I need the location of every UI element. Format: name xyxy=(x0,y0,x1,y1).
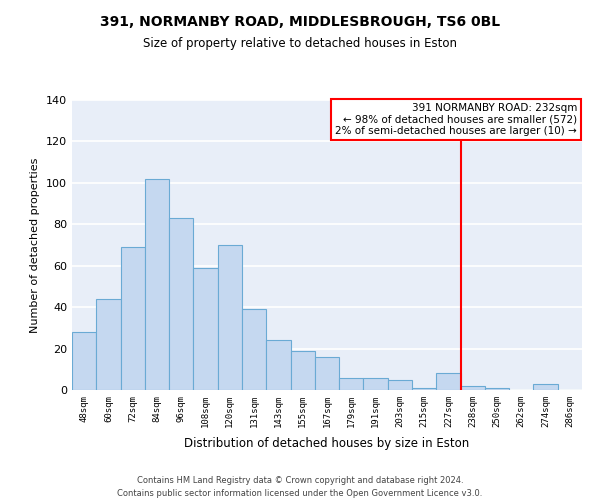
Bar xyxy=(412,388,436,390)
Bar xyxy=(242,309,266,390)
Bar xyxy=(339,378,364,390)
Bar xyxy=(436,374,461,390)
Bar xyxy=(72,332,96,390)
Bar xyxy=(461,386,485,390)
Text: Contains HM Land Registry data © Crown copyright and database right 2024.: Contains HM Land Registry data © Crown c… xyxy=(137,476,463,485)
Bar xyxy=(315,357,339,390)
Text: 391 NORMANBY ROAD: 232sqm
← 98% of detached houses are smaller (572)
2% of semi-: 391 NORMANBY ROAD: 232sqm ← 98% of detac… xyxy=(335,103,577,136)
Bar xyxy=(290,350,315,390)
Bar xyxy=(218,245,242,390)
Bar xyxy=(364,378,388,390)
Text: Contains public sector information licensed under the Open Government Licence v3: Contains public sector information licen… xyxy=(118,488,482,498)
Bar xyxy=(169,218,193,390)
Y-axis label: Number of detached properties: Number of detached properties xyxy=(31,158,40,332)
Bar xyxy=(96,299,121,390)
Bar xyxy=(533,384,558,390)
Text: Size of property relative to detached houses in Eston: Size of property relative to detached ho… xyxy=(143,38,457,51)
Bar xyxy=(193,268,218,390)
Bar xyxy=(266,340,290,390)
Bar xyxy=(485,388,509,390)
Bar xyxy=(121,247,145,390)
Text: 391, NORMANBY ROAD, MIDDLESBROUGH, TS6 0BL: 391, NORMANBY ROAD, MIDDLESBROUGH, TS6 0… xyxy=(100,15,500,29)
Text: Distribution of detached houses by size in Eston: Distribution of detached houses by size … xyxy=(184,437,470,450)
Bar xyxy=(388,380,412,390)
Bar xyxy=(145,178,169,390)
